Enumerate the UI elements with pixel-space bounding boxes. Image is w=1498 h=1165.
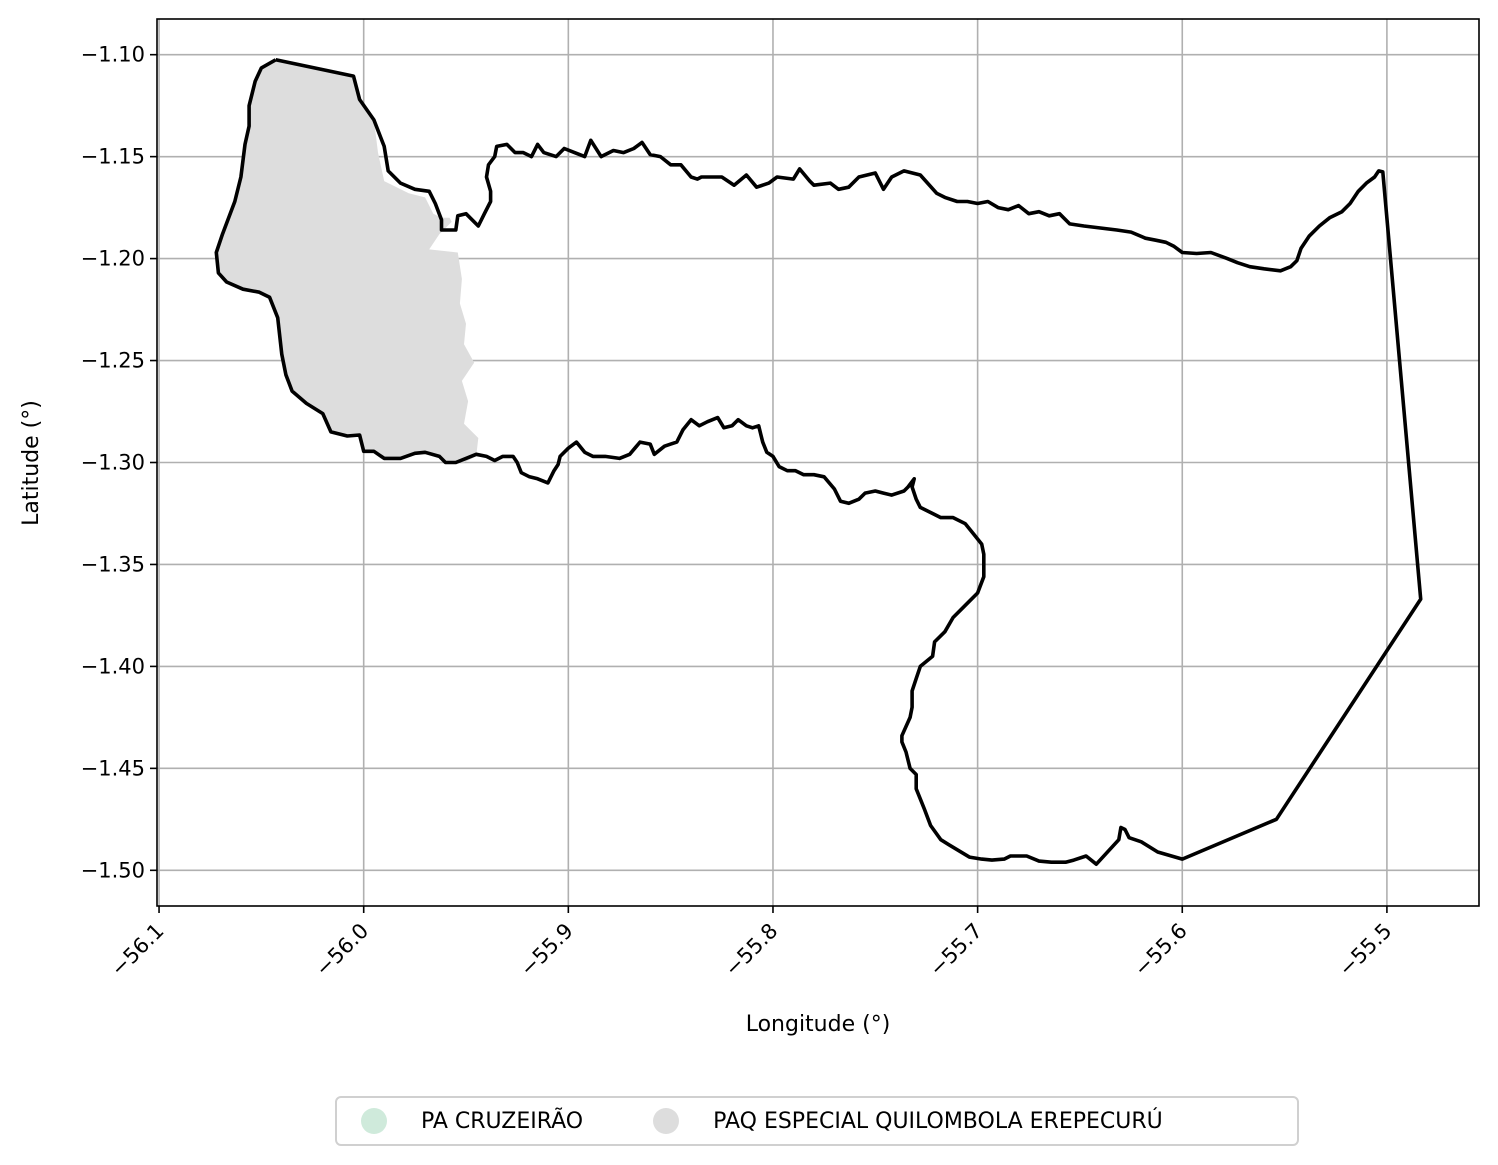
map-areas [216,59,479,463]
legend-label-pa-cruzeirao: PA CRUZEIRÃO [421,1108,584,1134]
legend-item-pa-cruzeirao: PA CRUZEIRÃO [337,1098,583,1144]
pa-cruzeirao-boundary [214,58,1423,867]
y-tick-label-5: −1.35 [81,552,145,576]
x-tick-label-4: −55.7 [925,919,987,981]
paq-erepecuru-area [216,59,479,463]
legend-item-paq-erepecuru: PAQ ESPECIAL QUILOMBOLA EREPECURÚ [653,1098,1163,1144]
legend: PA CRUZEIRÃO PAQ ESPECIAL QUILOMBOLA ERE… [335,1096,1299,1146]
x-axis-title: Longitude (°) [746,1012,891,1037]
y-tick-label-0: −1.10 [81,43,145,67]
x-tick-label-1: −56.0 [311,919,373,981]
boundary-layer [214,58,1423,867]
y-tick-label-1: −1.15 [81,145,145,169]
legend-marker-paq-erepecuru [653,1108,680,1134]
y-tick-label-7: −1.45 [81,756,145,780]
x-tick-label-5: −55.6 [1129,919,1191,981]
x-tick-label-2: −55.9 [515,919,577,981]
y-axis-title: Latitude (°) [19,400,44,526]
y-tick-label-4: −1.30 [81,451,145,475]
x-tick-label-6: −55.5 [1334,919,1396,981]
y-tick-label-6: −1.40 [81,654,145,678]
y-tick-label-8: −1.50 [81,858,145,882]
legend-marker-pa-cruzeirao [361,1108,387,1134]
y-axis-ticks: −1.10 −1.15 −1.20 −1.25 −1.30 −1.35 −1.40 −1.45… [81,43,157,882]
x-axis-ticks: −56.1 −56.0 −55.9 −55.8 −55.7 −55.6 −55.5 [106,906,1396,981]
y-tick-label-2: −1.20 [81,247,145,271]
legend-label-paq-erepecuru: PAQ ESPECIAL QUILOMBOLA EREPECURÚ [713,1108,1163,1134]
x-tick-label-0: −56.1 [106,919,168,981]
y-tick-label-3: −1.25 [81,349,145,373]
x-tick-label-3: −55.8 [720,919,782,981]
